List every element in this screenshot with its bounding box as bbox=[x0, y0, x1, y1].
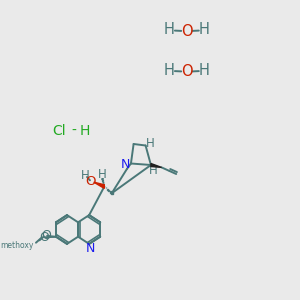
Text: H: H bbox=[149, 164, 158, 178]
Text: H: H bbox=[199, 22, 210, 38]
Text: N: N bbox=[85, 242, 94, 256]
Text: H: H bbox=[79, 124, 89, 137]
Polygon shape bbox=[111, 192, 112, 194]
Text: H: H bbox=[164, 22, 175, 38]
Text: methoxy: methoxy bbox=[0, 241, 33, 250]
Text: H: H bbox=[146, 136, 155, 150]
Polygon shape bbox=[103, 182, 104, 183]
Text: H: H bbox=[164, 63, 175, 78]
Text: O: O bbox=[39, 231, 49, 244]
Text: H: H bbox=[98, 168, 106, 181]
Text: O: O bbox=[181, 24, 193, 39]
Polygon shape bbox=[103, 184, 104, 185]
Text: O: O bbox=[181, 64, 193, 80]
Text: H: H bbox=[199, 63, 210, 78]
Text: O: O bbox=[85, 175, 96, 188]
Polygon shape bbox=[108, 190, 110, 191]
Text: Cl: Cl bbox=[52, 124, 66, 137]
Text: -: - bbox=[71, 124, 76, 137]
Text: N: N bbox=[120, 158, 130, 171]
Text: H: H bbox=[81, 169, 89, 182]
Polygon shape bbox=[151, 164, 162, 167]
Polygon shape bbox=[107, 189, 108, 190]
Text: O: O bbox=[41, 229, 51, 242]
Polygon shape bbox=[110, 191, 111, 193]
Polygon shape bbox=[94, 182, 104, 188]
